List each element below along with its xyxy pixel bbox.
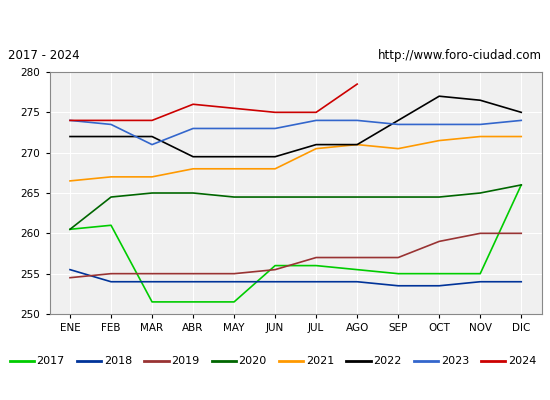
Text: 2022: 2022: [373, 356, 402, 366]
Text: 2017 - 2024: 2017 - 2024: [8, 49, 80, 62]
Text: 2021: 2021: [306, 356, 334, 366]
Text: 2023: 2023: [441, 356, 469, 366]
Text: 2020: 2020: [239, 356, 267, 366]
Text: http://www.foro-ciudad.com: http://www.foro-ciudad.com: [378, 49, 542, 62]
Text: 2018: 2018: [104, 356, 132, 366]
Text: 2024: 2024: [508, 356, 536, 366]
Text: Evolucion num de emigrantes en San Martín de Oscos: Evolucion num de emigrantes en San Martí…: [76, 13, 474, 29]
Text: 2017: 2017: [36, 356, 65, 366]
Text: 2019: 2019: [171, 356, 200, 366]
